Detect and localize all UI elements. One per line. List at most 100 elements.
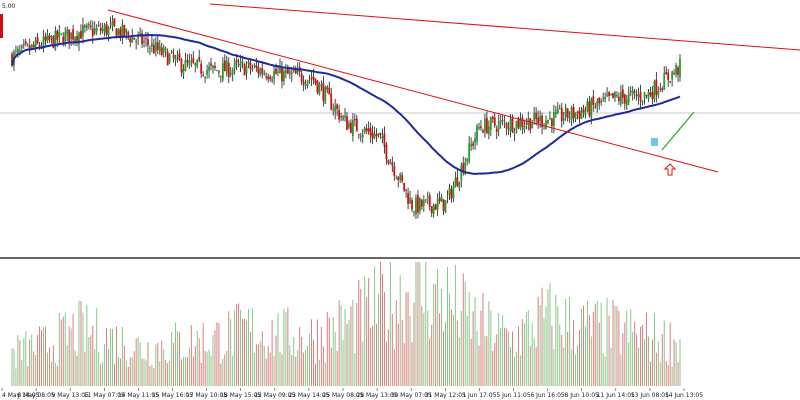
candle-body xyxy=(669,81,672,82)
candle-body xyxy=(326,87,329,90)
candle-body xyxy=(263,73,266,75)
axis-tick-label: 31 May 12:05 xyxy=(425,392,466,399)
candle-body xyxy=(639,92,642,101)
candle-body xyxy=(438,197,441,201)
candle-body xyxy=(330,93,333,110)
candle-body xyxy=(206,70,208,75)
axis-tick-label: 11 May 07:05 xyxy=(84,392,125,399)
candle-body xyxy=(663,72,666,90)
candle-body xyxy=(350,122,352,133)
candle-body xyxy=(178,53,181,61)
candle-body xyxy=(66,29,69,35)
candle-body xyxy=(78,32,80,45)
candle-body xyxy=(367,128,370,132)
candle-body xyxy=(245,66,248,74)
candle-body xyxy=(627,93,630,103)
candle-body xyxy=(97,24,100,26)
candle-body xyxy=(20,45,23,48)
candle-body xyxy=(671,71,674,80)
candle-body xyxy=(651,92,654,99)
candle-body xyxy=(186,60,189,63)
axis-tick-label: 14 May 11:05 xyxy=(118,392,159,399)
candle-body xyxy=(269,76,272,80)
candle-body xyxy=(409,197,411,204)
candle-body xyxy=(170,51,173,54)
candle-body xyxy=(320,85,323,86)
candle-body xyxy=(647,92,650,99)
candle-body xyxy=(271,79,274,82)
candle-body xyxy=(657,90,660,96)
axis-tick-label: 5 Jun 11:05 xyxy=(496,392,530,399)
up-arrow-marker xyxy=(663,163,677,176)
candle-body xyxy=(34,39,37,50)
candle-body xyxy=(586,101,589,111)
axis-tick-label: 22 May 09:05 xyxy=(254,392,295,399)
candle-body xyxy=(535,112,538,120)
axis-tick-label: 1 Jun 17:05 xyxy=(462,392,496,399)
candle-body xyxy=(176,54,179,57)
candle-body xyxy=(440,196,443,202)
candle-body xyxy=(158,45,161,52)
candle-body xyxy=(261,68,264,74)
axis-tick-label: 17 May 10:05 xyxy=(186,392,227,399)
candle-body xyxy=(503,122,506,124)
candle-body xyxy=(545,120,547,129)
candle-body xyxy=(294,69,297,74)
candle-body xyxy=(87,24,90,26)
candle-body xyxy=(582,108,585,113)
candle-body xyxy=(32,44,35,47)
candle-body xyxy=(64,32,67,45)
candle-body xyxy=(38,44,41,47)
candle-body xyxy=(109,23,112,25)
candle-body xyxy=(428,195,431,207)
axis-tick-label: 25 May 08:05 xyxy=(322,392,363,399)
candle-body xyxy=(363,127,366,132)
candle-body xyxy=(476,125,478,142)
candle-body xyxy=(395,178,398,180)
candle-body xyxy=(667,72,670,80)
candle-body xyxy=(403,183,406,191)
candle-body xyxy=(556,108,559,114)
candle-body xyxy=(444,200,447,213)
candle-body xyxy=(436,199,439,210)
candle-body xyxy=(562,118,565,121)
candle-body xyxy=(355,118,358,132)
candle-body xyxy=(72,29,74,40)
candle-body xyxy=(334,106,337,112)
candle-body xyxy=(18,50,21,52)
upper-trendline xyxy=(209,3,800,51)
candle-body xyxy=(214,65,216,68)
candle-body xyxy=(91,28,94,37)
candle-body xyxy=(677,67,679,75)
candle-body xyxy=(578,110,581,119)
candle-body xyxy=(600,100,603,103)
candle-body xyxy=(480,126,482,129)
candle-body xyxy=(541,115,543,127)
candle-body xyxy=(204,76,207,79)
candle-body xyxy=(137,34,140,39)
axis-tick-label: 6 Jun 16:05 xyxy=(530,392,564,399)
candle-body xyxy=(495,128,498,132)
candle-body xyxy=(322,82,325,101)
candle-body xyxy=(661,88,664,91)
candle-body xyxy=(511,117,514,132)
price-scale-label: 5.00 xyxy=(2,3,16,10)
candle-body xyxy=(357,134,360,136)
candle-body xyxy=(450,188,453,199)
candle-body xyxy=(554,111,557,115)
candle-body xyxy=(68,29,71,43)
candle-body xyxy=(119,28,122,38)
candle-body xyxy=(275,68,277,74)
candle-body xyxy=(156,42,159,50)
candle-body xyxy=(324,87,327,104)
candle-body xyxy=(422,200,425,206)
candle-body xyxy=(147,39,149,46)
candle-body xyxy=(328,87,331,95)
candle-body xyxy=(259,69,262,76)
candle-body xyxy=(643,92,646,99)
candle-body xyxy=(493,117,496,126)
candle-body xyxy=(121,24,124,39)
candle-body xyxy=(164,48,167,50)
candle-body xyxy=(551,118,553,127)
candle-body xyxy=(99,27,102,32)
